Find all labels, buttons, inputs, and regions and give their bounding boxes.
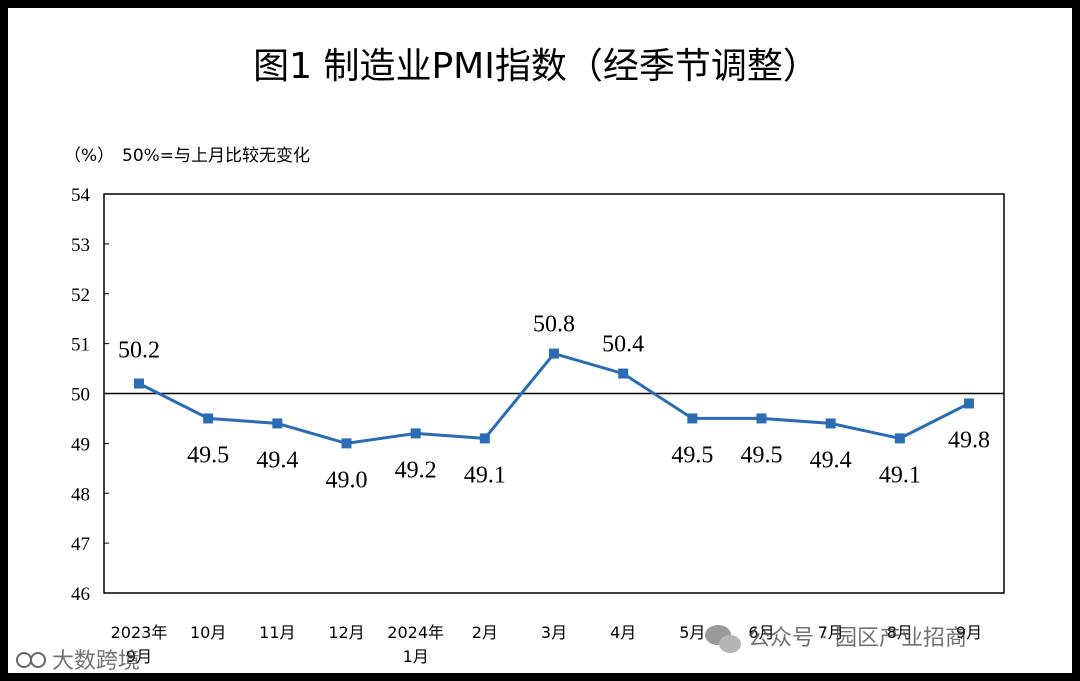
y-tick-label: 53: [71, 235, 90, 256]
data-label: 49.4: [810, 447, 852, 473]
data-point-marker: [341, 438, 352, 449]
x-axis-ticks: 2023年 9月 10月 11月 12月 2024年 1月 2月 3月 4月 5月 6月 7月 8月 9月: [111, 623, 982, 666]
data-point-marker: [410, 428, 421, 439]
y-tick-label: 48: [71, 484, 90, 505]
pmi-markers: [134, 348, 974, 449]
data-label: 50.2: [118, 338, 160, 364]
x-tick-label: 5月: [679, 623, 705, 642]
y-tick-label: 46: [71, 584, 90, 605]
data-point-marker: [134, 378, 144, 389]
y-tick-label: 50: [71, 385, 90, 406]
y-tick-label: 54: [71, 185, 91, 206]
watermark-right: 公众号 · 园区产业招商: [705, 625, 967, 653]
x-tick-label: 7月: [818, 623, 844, 642]
pmi-line-chart: 图1 制造业PMI指数（经季节调整） （%） 50%=与上月比较无变化 46 47…: [16, 46, 1005, 673]
data-point-marker: [894, 433, 905, 444]
x-tick-label: 12月: [328, 623, 364, 642]
data-labels: 50.2 49.5 49.4 49.0 49.2 49.1 50.8 50.4 49.5 49.5…: [118, 312, 990, 494]
data-point-marker: [825, 418, 836, 429]
data-label: 49.2: [395, 457, 437, 483]
y-axis-ticks: 46 47 48 49 50 51 52 53 54: [71, 185, 109, 605]
data-point-marker: [479, 433, 490, 444]
figure-frame: 图1 制造业PMI指数（经季节调整） （%） 50%=与上月比较无变化 46 47…: [8, 8, 1072, 673]
data-point-marker: [618, 368, 629, 379]
x-tick-label: 9月: [956, 623, 982, 642]
y-tick-label: 51: [71, 335, 90, 356]
wechat-icon: [705, 625, 741, 653]
x-tick-label: 4月: [610, 623, 636, 642]
watermark-right-text: 公众号 · 园区产业招商: [748, 626, 967, 651]
data-label: 49.4: [256, 447, 298, 473]
watermark-logo-icon-2: [30, 652, 46, 668]
x-tick-label: 2月: [472, 623, 498, 642]
x-tick-label: 1月: [403, 647, 429, 666]
data-point-marker: [964, 398, 974, 409]
x-tick-label: 2024年: [387, 623, 444, 642]
data-point-marker: [756, 413, 767, 424]
data-point-marker: [203, 413, 214, 424]
x-tick-label: 10月: [190, 623, 226, 642]
watermark-left: 大数跨境: [16, 649, 140, 673]
x-tick-label: 2023年: [111, 623, 168, 642]
unit-label: （%）: [64, 146, 114, 166]
data-point-marker: [272, 418, 283, 429]
pmi-series-line: [138, 351, 970, 445]
y-tick-label: 49: [71, 434, 90, 455]
data-label: 49.1: [879, 462, 921, 488]
data-label: 49.1: [464, 462, 506, 488]
data-label: 49.8: [948, 427, 990, 453]
data-label: 50.8: [533, 312, 575, 338]
x-tick-label: 6月: [748, 623, 774, 642]
data-label: 50.4: [602, 332, 644, 358]
x-tick-label: 11月: [259, 623, 295, 642]
data-point-marker: [687, 413, 698, 424]
chart-title: 图1 制造业PMI指数（经季节调整）: [253, 46, 819, 87]
y-tick-label: 47: [71, 534, 90, 555]
x-tick-label: 3月: [541, 623, 567, 642]
data-label: 49.0: [326, 467, 368, 493]
y-tick-label: 52: [71, 285, 90, 306]
data-label: 49.5: [671, 442, 713, 468]
data-point-marker: [549, 348, 559, 359]
x-tick-label: 9月: [126, 647, 152, 666]
reference-note: 50%=与上月比较无变化: [122, 146, 310, 166]
x-tick-label: 8月: [887, 623, 913, 642]
data-label: 49.5: [741, 442, 783, 468]
data-label: 49.5: [187, 442, 229, 468]
watermark-logo-icon: [16, 652, 32, 668]
watermark-left-text: 大数跨境: [52, 649, 140, 673]
